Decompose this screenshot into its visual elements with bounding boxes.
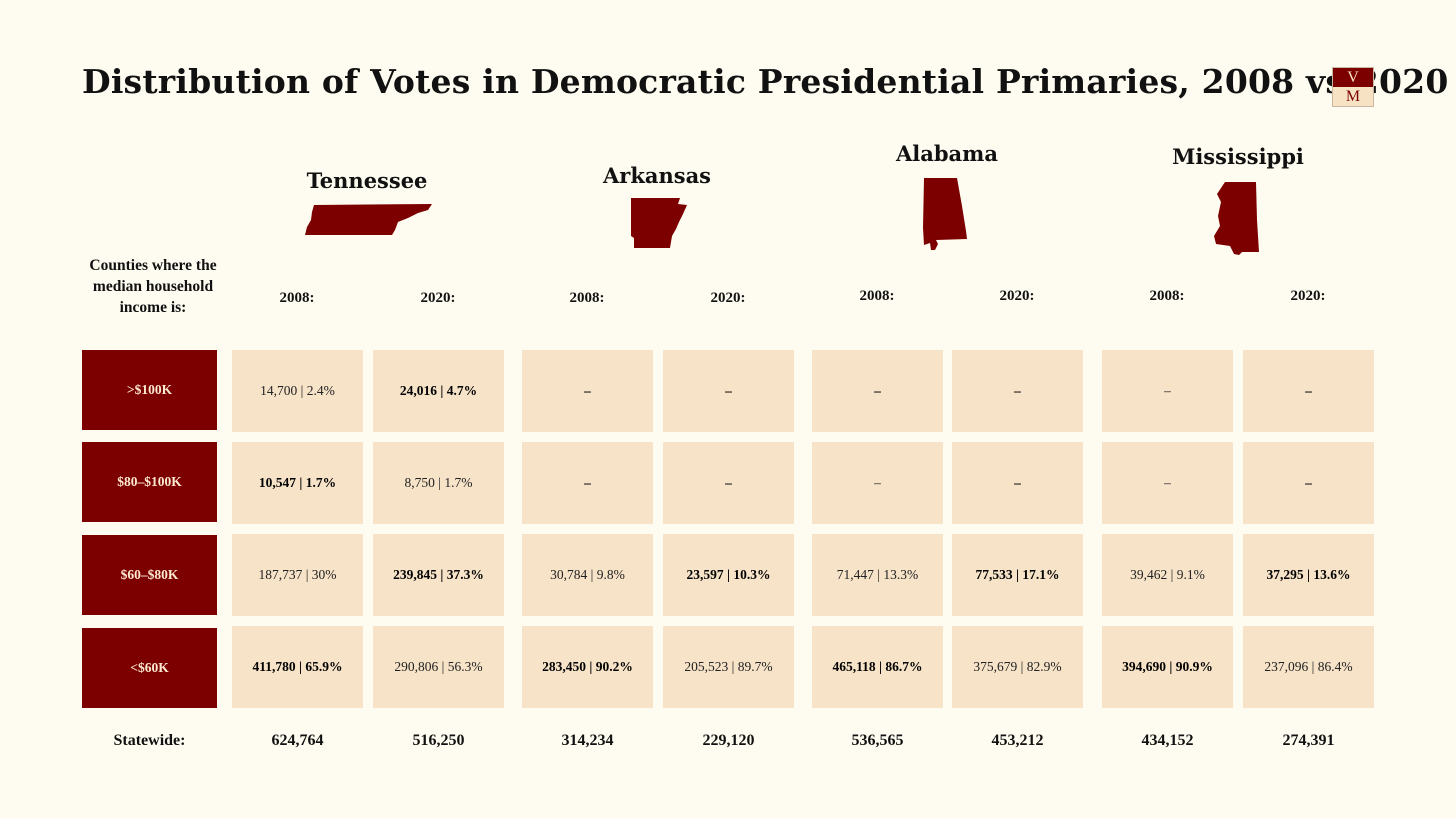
statewide-value: 516,250: [412, 732, 465, 749]
table-cell: 187,737 | 30%: [232, 534, 363, 616]
state-name-arkansas: Arkansas: [602, 163, 712, 188]
row-header-label: Counties where the median household inco…: [89, 257, 217, 316]
logo-bottom-letter: M: [1333, 87, 1373, 106]
table-cell: –: [1102, 442, 1233, 524]
table-cell: 8,750 | 1.7%: [373, 442, 504, 524]
table-cell: –: [1243, 442, 1374, 524]
state-name-mississippi: Mississippi: [1172, 144, 1304, 169]
statewide-value: 229,120: [702, 732, 755, 749]
row-label: $60–$80K: [82, 535, 217, 615]
table-cell: –: [1102, 350, 1233, 432]
table-cell: 23,597 | 10.3%: [663, 534, 794, 616]
arkansas-map-icon: [631, 198, 687, 248]
state-name-alabama: Alabama: [896, 141, 998, 166]
year-label: 2008:: [859, 288, 895, 304]
table-cell: 14,700 | 2.4%: [232, 350, 363, 432]
row-label: <$60K: [82, 628, 217, 708]
row-label: >$100K: [82, 350, 217, 430]
table-cell: 237,096 | 86.4%: [1243, 626, 1374, 708]
table-cell: 283,450 | 90.2%: [522, 626, 653, 708]
year-label: 2008:: [569, 290, 605, 306]
table-cell: –: [522, 442, 653, 524]
chart-title: Distribution of Votes in Democratic Pres…: [82, 62, 1449, 101]
year-label: 2020:: [710, 290, 746, 306]
year-label: 2020:: [420, 290, 456, 306]
table-cell: 290,806 | 56.3%: [373, 626, 504, 708]
vm-logo: V M: [1332, 67, 1374, 107]
table-cell: –: [663, 350, 794, 432]
statewide-value: 274,391: [1282, 732, 1335, 749]
table-cell: 37,295 | 13.6%: [1243, 534, 1374, 616]
logo-top-letter: V: [1333, 68, 1373, 87]
alabama-map-icon: [923, 178, 967, 250]
table-cell: 239,845 | 37.3%: [373, 534, 504, 616]
statewide-value: 624,764: [271, 732, 324, 749]
year-label: 2020:: [1290, 288, 1326, 304]
state-name-tennessee: Tennessee: [306, 168, 428, 193]
table-cell: 24,016 | 4.7%: [373, 350, 504, 432]
table-cell: 71,447 | 13.3%: [812, 534, 943, 616]
table-cell: –: [952, 442, 1083, 524]
statewide-value: 453,212: [991, 732, 1044, 749]
statewide-value: 536,565: [851, 732, 904, 749]
year-label: 2008:: [279, 290, 315, 306]
table-cell: 77,533 | 17.1%: [952, 534, 1083, 616]
table-cell: 10,547 | 1.7%: [232, 442, 363, 524]
table-cell: –: [663, 442, 794, 524]
statewide-label: Statewide:: [113, 732, 186, 749]
table-cell: 394,690 | 90.9%: [1102, 626, 1233, 708]
row-label: $80–$100K: [82, 442, 217, 522]
table-cell: –: [522, 350, 653, 432]
statewide-value: 434,152: [1141, 732, 1194, 749]
table-cell: 411,780 | 65.9%: [232, 626, 363, 708]
table-cell: 30,784 | 9.8%: [522, 534, 653, 616]
table-cell: –: [812, 350, 943, 432]
table-cell: –: [952, 350, 1083, 432]
tennessee-map-icon: [305, 204, 432, 235]
table-cell: 39,462 | 9.1%: [1102, 534, 1233, 616]
year-label: 2020:: [999, 288, 1035, 304]
table-cell: 465,118 | 86.7%: [812, 626, 943, 708]
table-cell: –: [1243, 350, 1374, 432]
statewide-value: 314,234: [561, 732, 614, 749]
table-cell: 375,679 | 82.9%: [952, 626, 1083, 708]
table-cell: 205,523 | 89.7%: [663, 626, 794, 708]
year-label: 2008:: [1149, 288, 1185, 304]
mississippi-map-icon: [1214, 182, 1259, 255]
table-cell: –: [812, 442, 943, 524]
